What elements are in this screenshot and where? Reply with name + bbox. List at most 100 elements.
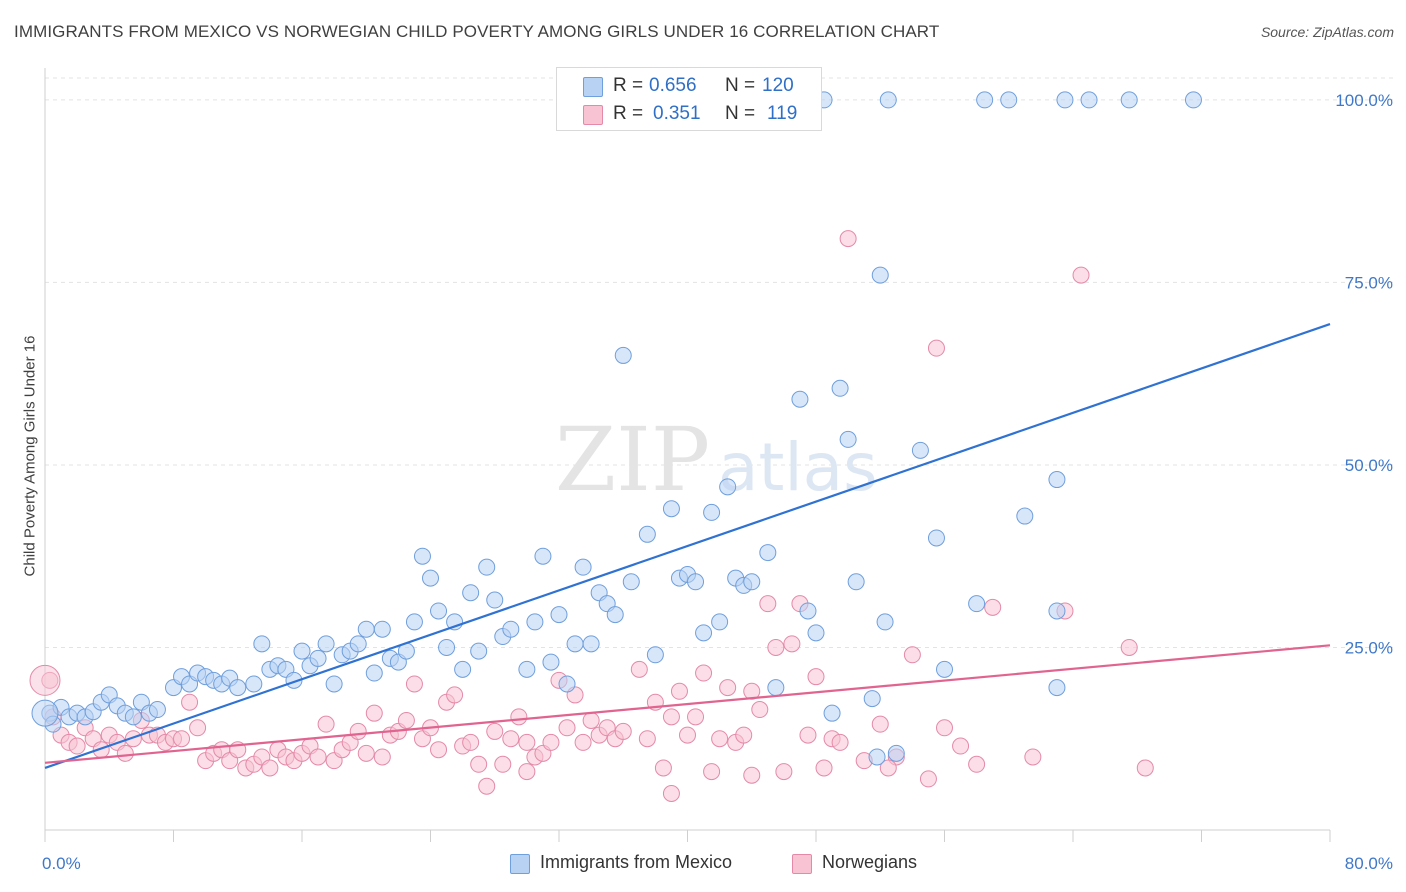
point-mexico bbox=[823, 704, 841, 722]
point-mexico bbox=[876, 613, 894, 631]
point-mexico bbox=[566, 635, 584, 653]
point-norwegians bbox=[68, 737, 86, 755]
point-mexico bbox=[405, 613, 423, 631]
point-norwegians bbox=[871, 715, 889, 733]
source-credit: Source: ZipAtlas.com bbox=[1260, 24, 1394, 40]
point-mexico bbox=[253, 635, 271, 653]
point-norwegians bbox=[799, 726, 817, 744]
data-points bbox=[29, 91, 1202, 802]
point-norwegians bbox=[630, 660, 648, 678]
point-mexico bbox=[606, 606, 624, 624]
point-mexico bbox=[807, 624, 825, 642]
point-mexico bbox=[245, 675, 263, 693]
point-norwegians bbox=[317, 715, 335, 733]
point-norwegians bbox=[654, 759, 672, 777]
point-norwegians bbox=[687, 708, 705, 726]
point-norwegians bbox=[711, 730, 729, 748]
legend-label-mexico: Immigrants from Mexico bbox=[540, 852, 733, 872]
point-mexico bbox=[1048, 602, 1066, 620]
point-mexico bbox=[534, 547, 552, 565]
point-mexico bbox=[124, 708, 142, 726]
point-norwegians bbox=[446, 686, 464, 704]
point-norwegians bbox=[478, 777, 496, 795]
point-mexico bbox=[638, 525, 656, 543]
point-norwegians bbox=[662, 784, 680, 802]
legend-swatch-norwegians bbox=[792, 854, 812, 874]
point-mexico bbox=[1120, 91, 1138, 109]
point-mexico bbox=[614, 346, 632, 364]
point-norwegians bbox=[759, 595, 777, 613]
point-mexico bbox=[413, 547, 431, 565]
point-mexico bbox=[148, 701, 166, 719]
trend-line-norwegians bbox=[44, 644, 1331, 764]
point-mexico bbox=[976, 91, 994, 109]
point-mexico bbox=[767, 679, 785, 697]
point-norwegians bbox=[502, 730, 520, 748]
point-mexico bbox=[1184, 91, 1202, 109]
point-mexico bbox=[558, 675, 576, 693]
point-norwegians bbox=[839, 230, 857, 248]
point-norwegians bbox=[173, 730, 191, 748]
point-norwegians bbox=[405, 675, 423, 693]
point-mexico bbox=[582, 635, 600, 653]
point-mexico bbox=[1048, 471, 1066, 489]
point-norwegians bbox=[397, 711, 415, 729]
point-mexico bbox=[687, 573, 705, 591]
point-mexico bbox=[293, 642, 311, 660]
point-norwegians bbox=[261, 759, 279, 777]
point-norwegians bbox=[783, 635, 801, 653]
point-norwegians bbox=[735, 726, 753, 744]
point-norwegians bbox=[373, 748, 391, 766]
chart-title: IMMIGRANTS FROM MEXICO VS NORWEGIAN CHIL… bbox=[14, 22, 940, 41]
point-mexico bbox=[711, 613, 729, 631]
point-mexico bbox=[879, 91, 897, 109]
point-mexico bbox=[868, 748, 886, 766]
point-norwegians bbox=[807, 668, 825, 686]
stats-legend: R = 0.656 N = 120 R = 0.351 N = 119 bbox=[556, 67, 822, 131]
point-norwegians bbox=[751, 701, 769, 719]
point-mexico bbox=[325, 675, 343, 693]
gridlines bbox=[45, 77, 1395, 648]
point-norwegians bbox=[486, 722, 504, 740]
point-norwegians bbox=[968, 755, 986, 773]
point-mexico bbox=[365, 664, 383, 682]
point-norwegians bbox=[518, 733, 536, 751]
point-mexico bbox=[887, 744, 905, 762]
n-value: 119 bbox=[767, 103, 798, 124]
r-value: 0.656 bbox=[649, 75, 697, 96]
point-mexico bbox=[317, 635, 335, 653]
point-norwegians bbox=[542, 733, 560, 751]
point-mexico bbox=[1080, 91, 1098, 109]
point-norwegians bbox=[1072, 266, 1090, 284]
y-tick-label: 75.0% bbox=[1345, 273, 1393, 292]
point-norwegians bbox=[679, 726, 696, 744]
point-mexico bbox=[831, 379, 849, 397]
point-norwegians bbox=[1024, 748, 1042, 766]
x-tick-label: 80.0% bbox=[1345, 854, 1393, 873]
point-mexico bbox=[470, 642, 488, 660]
point-mexico bbox=[1000, 91, 1018, 109]
point-norwegians bbox=[494, 755, 512, 773]
point-mexico bbox=[349, 635, 367, 653]
point-mexico bbox=[863, 690, 881, 708]
point-mexico bbox=[759, 544, 777, 562]
n-label: N = bbox=[725, 103, 756, 124]
point-mexico bbox=[526, 613, 544, 631]
point-norwegians bbox=[116, 744, 134, 762]
watermark: ZIP atlas bbox=[555, 408, 878, 511]
point-mexico bbox=[871, 266, 889, 284]
point-norwegians bbox=[189, 719, 207, 737]
point-mexico bbox=[968, 595, 986, 613]
point-mexico bbox=[1048, 679, 1066, 697]
swatch-mexico bbox=[583, 77, 603, 97]
y-tick-label: 100.0% bbox=[1335, 91, 1393, 110]
point-norwegians bbox=[349, 722, 367, 740]
y-tick-label: 50.0% bbox=[1345, 456, 1393, 475]
point-mexico bbox=[936, 660, 953, 678]
point-mexico bbox=[847, 573, 865, 591]
point-norwegians bbox=[181, 693, 199, 711]
point-norwegians bbox=[927, 339, 945, 357]
point-mexico bbox=[31, 699, 59, 727]
point-norwegians bbox=[582, 711, 600, 729]
